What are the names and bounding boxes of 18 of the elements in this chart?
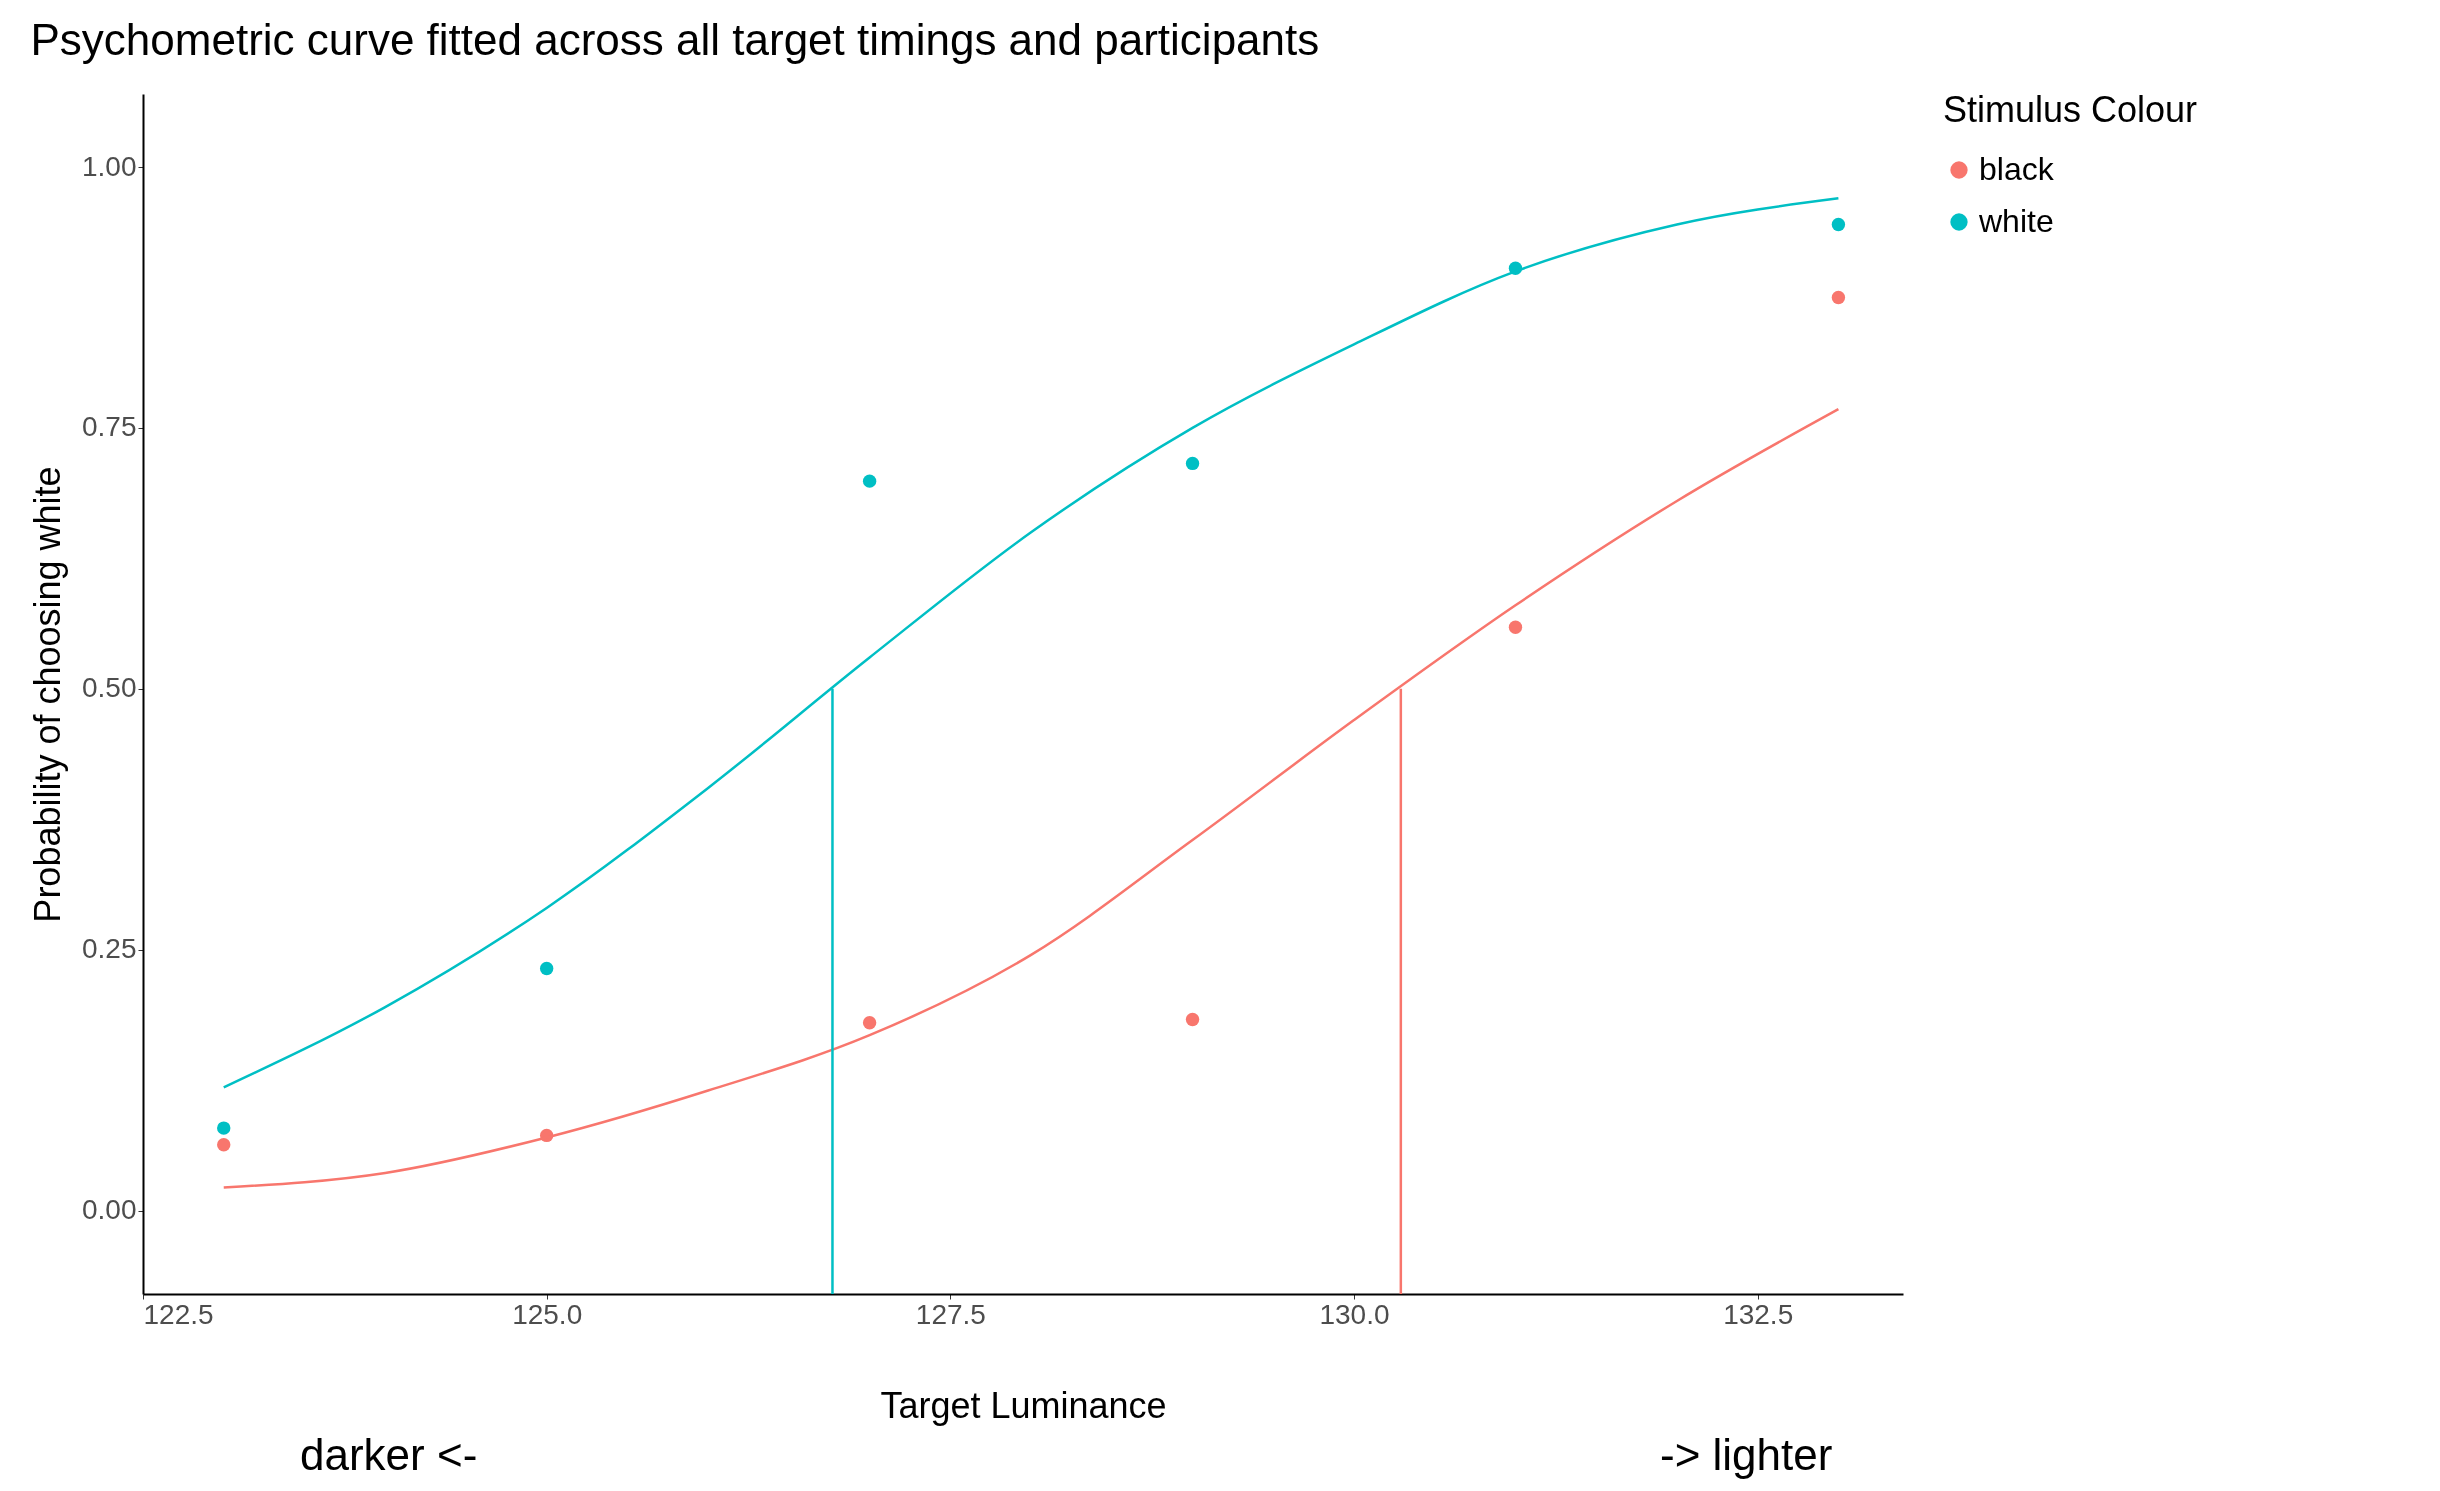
chart-title: Psychometric curve fitted across all target timings and participants (30, 15, 1320, 64)
y-tick-label: 1.00 (82, 150, 137, 182)
legend-label: black (1979, 151, 2055, 187)
x-tick-label: 125.0 (512, 1298, 583, 1330)
text: darker <- (300, 1430, 478, 1480)
y-tick-label: 0.50 (82, 672, 137, 704)
y-tick-label: 0.25 (82, 933, 137, 965)
x-axis-title: Target Luminance (880, 1384, 1167, 1426)
x-tick-label: 127.5 (915, 1298, 986, 1330)
text: -> lighter (1660, 1430, 1833, 1480)
y-axis-title: Probability of choosing white (27, 466, 68, 923)
y-tick-label: 0.00 (82, 1194, 137, 1226)
y-tick-label: 0.75 (82, 411, 137, 443)
x-tick-label: 122.5 (143, 1298, 214, 1330)
legend-label: white (1978, 203, 2054, 239)
x-tick-label: 130.0 (1319, 1298, 1390, 1330)
legend-title: Stimulus Colour (1943, 89, 2198, 130)
x-tick-label: 132.5 (1723, 1298, 1794, 1330)
